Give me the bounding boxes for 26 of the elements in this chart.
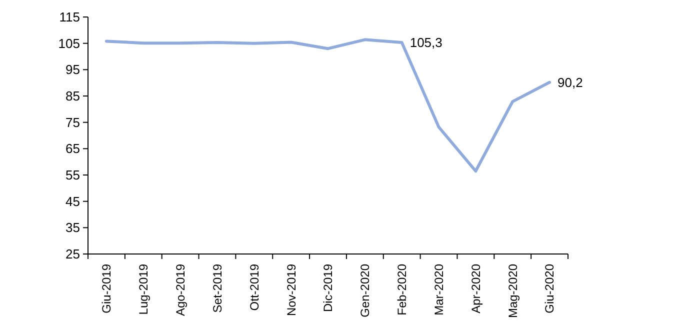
y-tick-label: 55 [66, 168, 80, 183]
line-series [104, 38, 552, 173]
y-tick-label: 45 [66, 194, 80, 209]
x-tick-label: Dic-2019 [321, 264, 336, 312]
y-tick-label: 35 [66, 220, 80, 236]
y-tick-label: 65 [66, 141, 80, 156]
x-tick-label: Nov-2019 [284, 264, 298, 316]
x-tick-label: Giu-2020 [542, 264, 557, 314]
x-tick-label: Feb-2020 [395, 264, 410, 316]
x-tick-label: Mar-2020 [432, 264, 446, 316]
x-tick-label: Mag-2020 [506, 264, 520, 318]
y-tick-label: 75 [66, 114, 80, 130]
x-tick-label: Ago-2019 [174, 264, 188, 316]
x-tick-label: Apr-2020 [468, 264, 483, 314]
y-tick-label: 115 [59, 10, 80, 25]
y-tick-label: 105 [58, 36, 80, 51]
y-tick-label: 25 [66, 246, 80, 262]
data-label: 90,2 [558, 74, 583, 90]
x-tick-label: Lug-2019 [136, 264, 151, 315]
data-label: 105,3 [410, 35, 442, 50]
y-tick-label: 95 [66, 62, 80, 78]
x-tick-label: Ott-2019 [247, 264, 262, 311]
x-tick-label: Gen-2020 [358, 264, 372, 318]
x-tick-label: Set-2019 [210, 264, 224, 313]
y-tick-label: 85 [66, 88, 80, 104]
x-tick-label: Giu-2019 [100, 264, 114, 314]
